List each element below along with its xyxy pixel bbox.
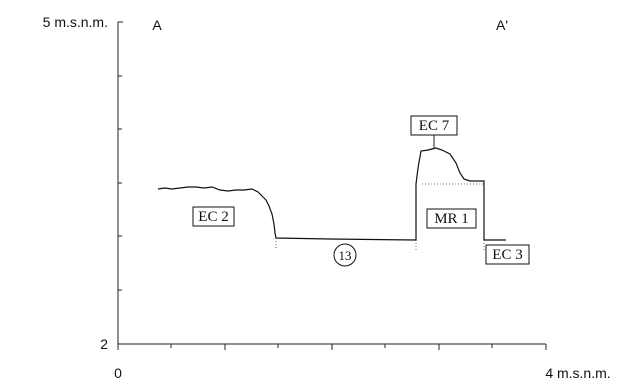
y-axis-bottom-label: 2 xyxy=(100,336,108,352)
circled-unit-marker: 13 xyxy=(333,243,357,267)
section-start-label: A xyxy=(152,17,162,33)
unit-label-box xyxy=(426,208,477,229)
unit-label-ec2: EC 2 xyxy=(192,206,235,227)
unit-label-text: EC 3 xyxy=(492,247,522,263)
unit-label-box xyxy=(192,206,235,227)
unit-label-text: EC 7 xyxy=(419,118,450,134)
y-axis-top-label: 5 m.s.n.m. xyxy=(43,14,108,30)
section-end-label: A' xyxy=(496,17,508,33)
unit-label-ec3: EC 3 xyxy=(485,244,530,265)
x-axis-left-label: 0 xyxy=(114,365,122,381)
terrain-profile-line xyxy=(157,147,506,241)
x-axis-right-label: 4 m.s.n.m. xyxy=(545,365,610,381)
unit-label-box xyxy=(410,115,458,136)
unit-label-box xyxy=(485,244,530,265)
circle-outline xyxy=(333,243,357,267)
unit-label-mr1: MR 1 xyxy=(426,208,477,229)
unit-label-text: EC 2 xyxy=(198,209,228,225)
unit-label-text: MR 1 xyxy=(434,211,469,227)
circled-unit-number: 13 xyxy=(339,248,352,263)
unit-label-ec7: EC 7 xyxy=(410,115,458,136)
